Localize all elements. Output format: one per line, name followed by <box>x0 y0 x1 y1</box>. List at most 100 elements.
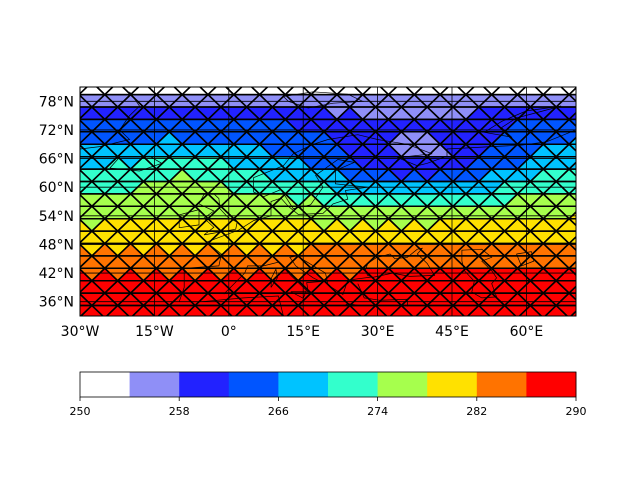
mesh-triangle <box>569 318 595 330</box>
field-cell <box>543 107 570 120</box>
field-cell <box>556 131 576 145</box>
field-cell <box>375 169 402 182</box>
field-cell <box>195 280 221 294</box>
field-cell <box>362 255 389 269</box>
field-cell <box>324 305 350 316</box>
field-cell <box>272 305 299 316</box>
field-cell <box>414 181 441 194</box>
field-cell <box>401 243 428 256</box>
field-cell <box>169 243 196 256</box>
field-cell <box>504 231 531 244</box>
coastline <box>178 209 200 229</box>
mesh-triangle <box>543 70 569 82</box>
field-cell <box>491 94 518 107</box>
field-cell <box>259 119 286 132</box>
field-cell <box>117 231 144 244</box>
field-cell <box>104 293 131 306</box>
field-cell <box>465 293 492 306</box>
colorbar-tick-label: 258 <box>169 405 190 418</box>
field-cell <box>389 70 415 82</box>
field-cell <box>530 181 557 194</box>
field-cell <box>195 255 221 269</box>
field-cell <box>130 231 157 244</box>
field-cell <box>169 293 196 306</box>
field-cell <box>491 293 518 306</box>
field-cell <box>260 318 286 330</box>
field-cell <box>401 218 428 232</box>
field-cell <box>234 70 260 82</box>
field-cell <box>517 193 544 207</box>
field-cell <box>453 231 479 244</box>
field-cell <box>272 280 299 294</box>
field-cell <box>465 218 492 232</box>
field-cell <box>246 131 273 145</box>
field-cell <box>504 255 531 269</box>
field-cell <box>375 193 402 207</box>
field-cell <box>298 243 324 256</box>
contour-field <box>80 70 595 330</box>
mesh-triangle <box>40 82 66 94</box>
field-cell <box>440 193 466 207</box>
field-cell <box>259 243 286 256</box>
field-cell <box>465 107 492 120</box>
field-cell <box>530 231 557 244</box>
field-cell <box>287 305 310 316</box>
field-cell <box>272 293 299 306</box>
field-cell <box>132 305 155 316</box>
field-cell <box>298 206 324 219</box>
field-cell <box>182 293 208 306</box>
mesh-triangle <box>105 318 131 330</box>
mesh-triangle <box>556 70 582 82</box>
coastline <box>345 303 359 307</box>
field-cell <box>338 305 361 316</box>
field-cell <box>478 280 505 294</box>
field-cell <box>182 243 208 256</box>
field-cell <box>117 218 144 232</box>
field-cell <box>530 268 557 281</box>
field-cell <box>401 70 427 82</box>
field-cell <box>233 156 260 170</box>
field-cell <box>478 206 505 219</box>
field-cell <box>195 119 221 132</box>
field-cell <box>259 131 286 145</box>
mesh-triangle <box>505 70 531 82</box>
field-cell <box>261 305 284 316</box>
field-cell <box>259 169 286 182</box>
field-cell <box>375 231 402 244</box>
mesh-triangle <box>285 70 311 82</box>
field-cell <box>543 255 570 269</box>
field-cell <box>272 255 299 269</box>
mesh-triangle <box>247 318 273 330</box>
field-cell <box>493 305 516 316</box>
field-cell <box>298 94 324 107</box>
field-cell <box>401 107 428 120</box>
field-cell <box>259 193 286 207</box>
field-cell <box>143 280 170 294</box>
field-cell <box>117 156 144 170</box>
mesh-triangle <box>105 70 131 82</box>
field-cell <box>414 70 440 82</box>
field-cell <box>401 318 427 330</box>
field-cell <box>530 305 557 316</box>
field-cell <box>569 318 595 330</box>
field-cell <box>556 193 576 207</box>
field-cell <box>311 193 337 207</box>
field-cell <box>182 181 208 194</box>
field-cell <box>285 94 312 107</box>
mesh-triangle <box>131 70 157 82</box>
field-cell <box>272 131 299 145</box>
field-cell <box>91 243 118 256</box>
field-cell <box>517 131 544 145</box>
field-cell <box>491 169 518 182</box>
x-tick-label: 15°W <box>135 324 174 340</box>
field-cell <box>349 144 376 157</box>
field-cell <box>225 87 242 95</box>
field-cell <box>233 193 260 207</box>
field-cell <box>195 94 221 107</box>
field-cell <box>130 119 157 132</box>
field-cell <box>336 107 363 120</box>
field-cell <box>169 169 196 182</box>
field-cell <box>440 169 466 182</box>
y-tick-label: 42°N <box>39 266 74 282</box>
field-cell <box>272 144 299 157</box>
